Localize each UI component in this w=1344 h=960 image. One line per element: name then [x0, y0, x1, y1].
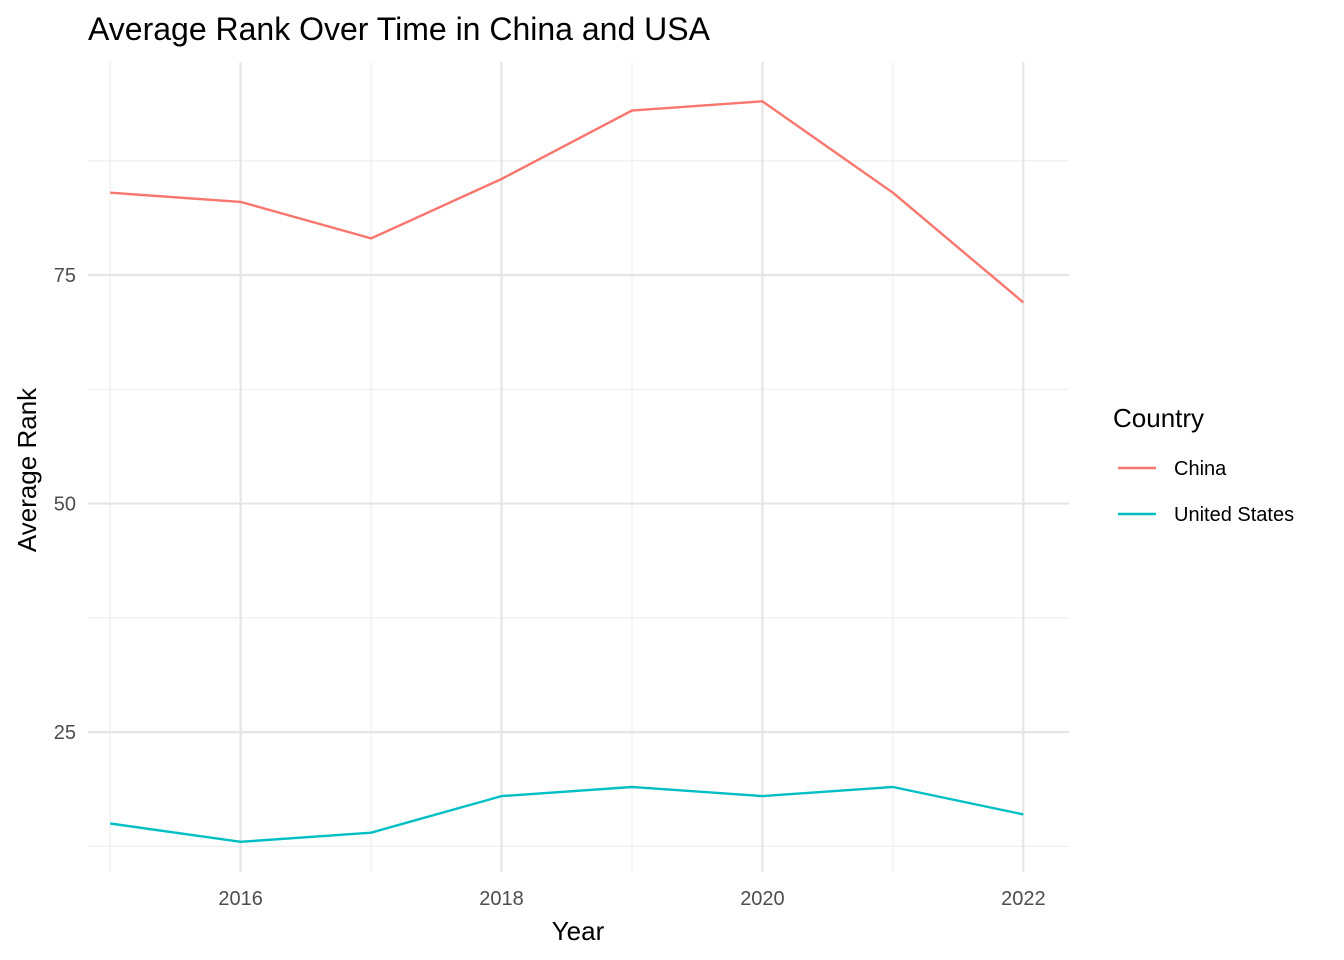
y-tick-labels: 25 50 75 [54, 265, 76, 744]
chart-title: Average Rank Over Time in China and USA [88, 11, 711, 47]
legend-title: Country [1113, 403, 1204, 433]
legend-label-united-states: United States [1174, 504, 1294, 526]
series-lines [110, 100, 1025, 843]
x-axis-title: Year [552, 916, 605, 946]
legend: Country China United States [1113, 403, 1294, 526]
series-line-china [110, 100, 1025, 304]
y-tick-label: 50 [54, 494, 76, 516]
y-tick-label: 25 [54, 722, 76, 744]
x-tick-label: 2020 [740, 888, 785, 910]
series-line-united-states [110, 785, 1024, 843]
legend-label-china: China [1174, 458, 1227, 480]
x-tick-labels: 2016 2018 2020 2022 [218, 888, 1045, 910]
x-tick-label: 2018 [479, 888, 524, 910]
grid [88, 62, 1069, 872]
y-axis-title: Average Rank [12, 387, 42, 552]
x-tick-label: 2022 [1001, 888, 1046, 910]
y-tick-label: 75 [54, 265, 76, 287]
x-tick-label: 2016 [218, 888, 263, 910]
